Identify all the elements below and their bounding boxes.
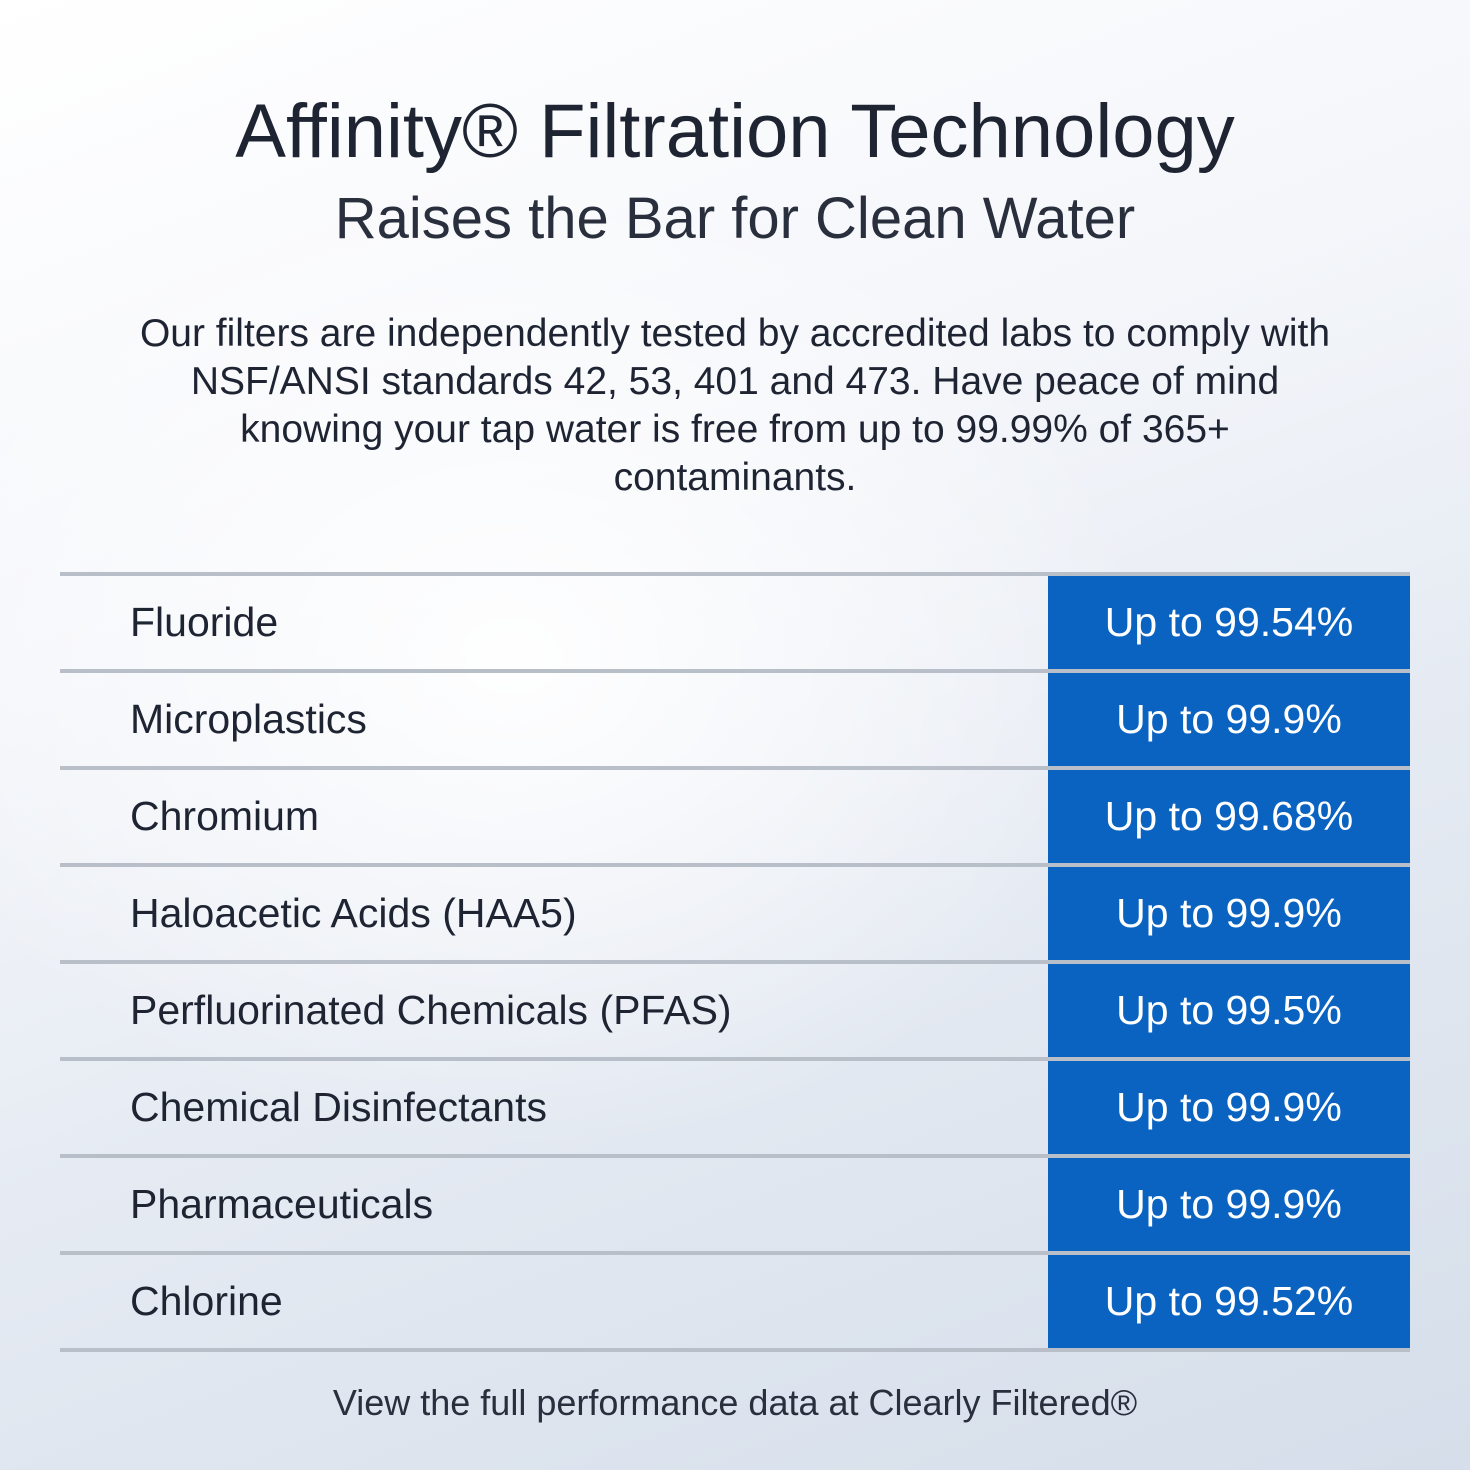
- reduction-badge: Up to 99.9%: [1048, 673, 1410, 766]
- footer-note: View the full performance data at Clearl…: [332, 1382, 1138, 1423]
- table-row: Pharmaceuticals Up to 99.9%: [60, 1154, 1410, 1251]
- contaminant-table: Fluoride Up to 99.54% Microplastics Up t…: [60, 572, 1410, 1352]
- contaminant-name: Pharmaceuticals: [130, 1181, 434, 1227]
- contaminant-name: Perfluorinated Chemicals (PFAS): [130, 987, 732, 1033]
- reduction-badge: Up to 99.9%: [1048, 867, 1410, 960]
- reduction-badge: Up to 99.52%: [1048, 1255, 1410, 1348]
- page-title: Affinity® Filtration Technology: [235, 89, 1235, 174]
- table-row: Fluoride Up to 99.54%: [60, 572, 1410, 669]
- table-row: Chromium Up to 99.68%: [60, 766, 1410, 863]
- table-row: Chlorine Up to 99.52%: [60, 1251, 1410, 1352]
- intro-paragraph: Our filters are independently tested by …: [139, 312, 1331, 499]
- contaminant-name: Chemical Disinfectants: [130, 1084, 547, 1130]
- reduction-badge: Up to 99.9%: [1048, 1158, 1410, 1251]
- reduction-badge: Up to 99.54%: [1048, 576, 1410, 669]
- table-row: Chemical Disinfectants Up to 99.9%: [60, 1057, 1410, 1154]
- table-row: Perfluorinated Chemicals (PFAS) Up to 99…: [60, 960, 1410, 1057]
- contaminant-name: Haloacetic Acids (HAA5): [130, 890, 577, 936]
- contaminant-name: Chlorine: [130, 1278, 283, 1324]
- table-row: Microplastics Up to 99.9%: [60, 669, 1410, 766]
- page-subtitle: Raises the Bar for Clean Water: [334, 186, 1136, 251]
- contaminant-name: Microplastics: [130, 696, 367, 742]
- reduction-badge: Up to 99.68%: [1048, 770, 1410, 863]
- reduction-badge: Up to 99.9%: [1048, 1061, 1410, 1154]
- reduction-badge: Up to 99.5%: [1048, 964, 1410, 1057]
- table-row: Haloacetic Acids (HAA5) Up to 99.9%: [60, 863, 1410, 960]
- contaminant-name: Fluoride: [130, 599, 279, 645]
- contaminant-name: Chromium: [130, 793, 320, 839]
